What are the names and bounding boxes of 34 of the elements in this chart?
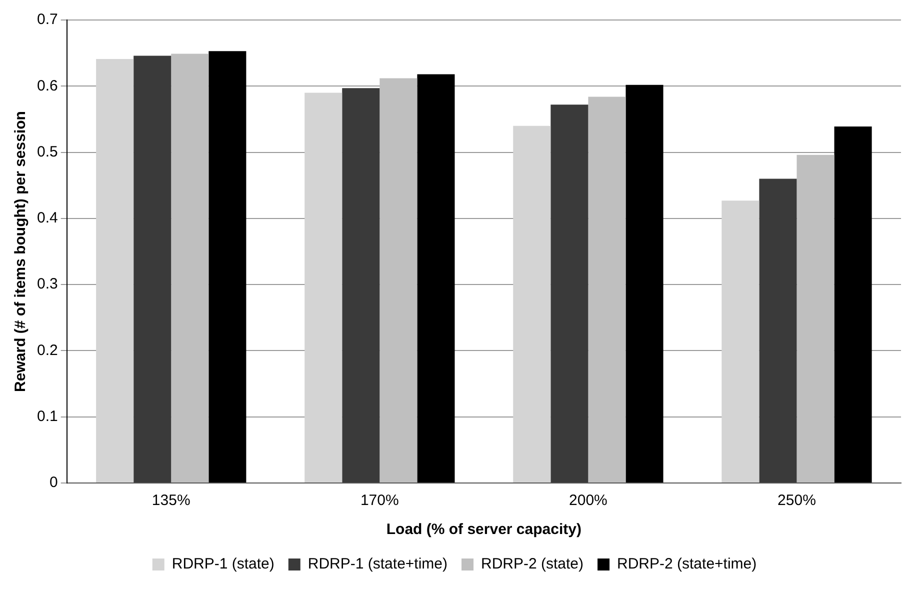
legend-label: RDRP-1 (state+time): [308, 556, 448, 573]
y-tick-label: 0.2: [36, 342, 58, 359]
bar: [380, 78, 418, 482]
bar: [759, 178, 797, 482]
y-tick-label: 0.1: [36, 408, 58, 425]
bar: [588, 96, 626, 482]
x-tick-label: 135%: [152, 492, 190, 510]
x-tick-label: 200%: [569, 492, 608, 510]
bar: [626, 84, 664, 482]
bar: [417, 74, 455, 482]
bar: [513, 126, 551, 482]
x-axis-title: Load (% of server capacity): [386, 521, 582, 538]
y-tick-label: 0.6: [36, 77, 58, 94]
x-tick-label: 170%: [360, 492, 399, 510]
bar: [834, 126, 872, 482]
bar: [342, 88, 380, 482]
bar: [171, 54, 209, 482]
legend-label: RDRP-2 (state+time): [617, 556, 757, 573]
y-axis-title: Reward (# of items bought) per session: [12, 111, 30, 392]
y-tick-label: 0.4: [36, 210, 58, 227]
bar: [722, 200, 760, 482]
bar: [96, 59, 134, 482]
bar: [134, 56, 172, 482]
y-tick-label: 0.3: [36, 276, 58, 293]
bar: [796, 154, 834, 482]
legend-label: RDRP-2 (state): [481, 556, 584, 573]
y-tick-label: 0.5: [36, 143, 58, 160]
bar: [304, 92, 342, 482]
y-tick-label: 0.7: [36, 11, 58, 28]
y-tick-label: 0: [50, 474, 58, 492]
bar: [208, 51, 246, 482]
x-tick-label: 250%: [778, 492, 816, 510]
legend-label: RDRP-1 (state): [172, 556, 274, 573]
bar: [550, 104, 588, 482]
